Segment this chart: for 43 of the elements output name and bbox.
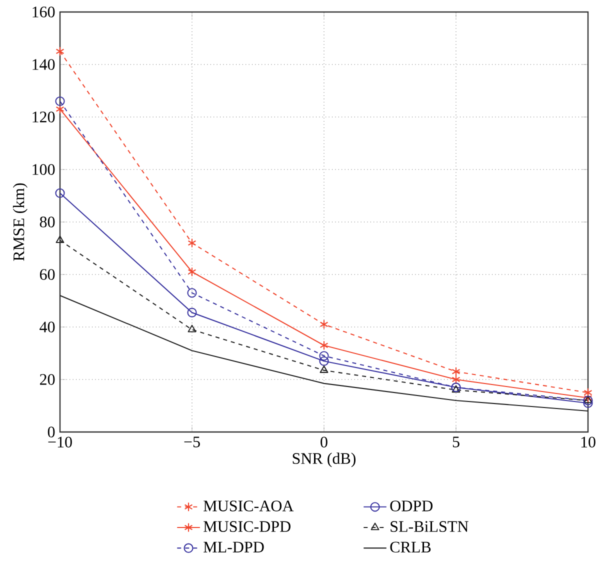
legend-label: SL-BiLSTN [390, 521, 468, 532]
point [320, 340, 328, 350]
y-tick-label: 160 [32, 6, 55, 18]
legend-label: ODPD [390, 500, 433, 512]
legend-label: ML-DPD [204, 542, 264, 552]
x-tick-label: 5 [452, 436, 460, 448]
y-axis-title: RMSE (km) [12, 183, 28, 261]
point [584, 393, 592, 403]
y-tick-label: 60 [40, 269, 55, 280]
point [55, 188, 65, 198]
point [56, 104, 64, 114]
point [187, 308, 197, 318]
point [188, 238, 196, 248]
x-tick-label: 0 [320, 436, 328, 448]
point [56, 46, 64, 56]
y-tick-label: 80 [40, 216, 55, 228]
y-tick-label: 100 [32, 164, 55, 175]
y-tick-label: 40 [40, 322, 55, 332]
point [188, 267, 196, 277]
point [56, 236, 64, 244]
point [583, 398, 593, 408]
y-tick-label: 20 [40, 374, 55, 385]
point [452, 385, 460, 393]
x-axis-title: SNR (dB) [292, 452, 356, 468]
legend-label: MUSIC-DPD [204, 521, 290, 532]
legend-label: MUSIC-AOA [204, 500, 294, 512]
point [320, 320, 328, 330]
line-series [60, 294, 588, 412]
x-tick-label: −5 [184, 436, 200, 448]
x-tick-label: 10 [581, 436, 596, 448]
point [320, 366, 328, 373]
y-tick-label: 120 [32, 112, 55, 122]
point [319, 356, 329, 366]
point [452, 374, 460, 384]
y-tick-label: 140 [32, 59, 55, 70]
point [55, 96, 65, 106]
legend-label: CRLB [390, 542, 431, 553]
point [319, 351, 329, 361]
point [187, 288, 197, 298]
point [188, 324, 196, 332]
y-tick-label: 0 [48, 426, 55, 438]
x-tick-label: −10 [48, 436, 72, 448]
point [452, 366, 460, 376]
